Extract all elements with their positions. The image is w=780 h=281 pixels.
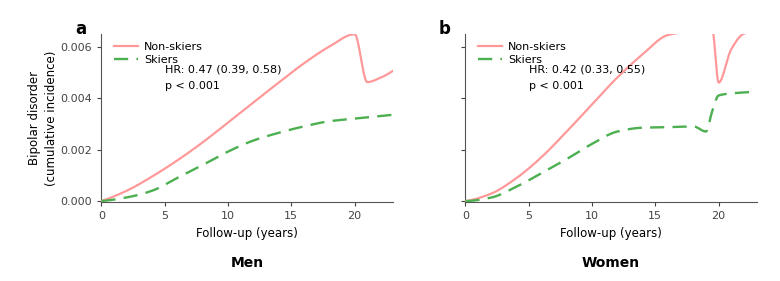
Text: HR: 0.42 (0.33, 0.55): HR: 0.42 (0.33, 0.55) xyxy=(530,64,646,74)
Text: b: b xyxy=(439,20,451,38)
Text: Women: Women xyxy=(582,256,640,270)
Text: HR: 0.47 (0.39, 0.58): HR: 0.47 (0.39, 0.58) xyxy=(165,64,282,74)
Text: Men: Men xyxy=(230,256,264,270)
Text: a: a xyxy=(76,20,87,38)
Legend: Non-skiers, Skiers: Non-skiers, Skiers xyxy=(477,41,568,66)
Legend: Non-skiers, Skiers: Non-skiers, Skiers xyxy=(113,41,204,66)
X-axis label: Follow-up (years): Follow-up (years) xyxy=(196,227,298,240)
X-axis label: Follow-up (years): Follow-up (years) xyxy=(560,227,662,240)
Y-axis label: Bipolar disorder
(cumulative incidence): Bipolar disorder (cumulative incidence) xyxy=(28,50,58,186)
Text: p < 0.001: p < 0.001 xyxy=(165,81,220,91)
Text: p < 0.001: p < 0.001 xyxy=(530,81,584,91)
